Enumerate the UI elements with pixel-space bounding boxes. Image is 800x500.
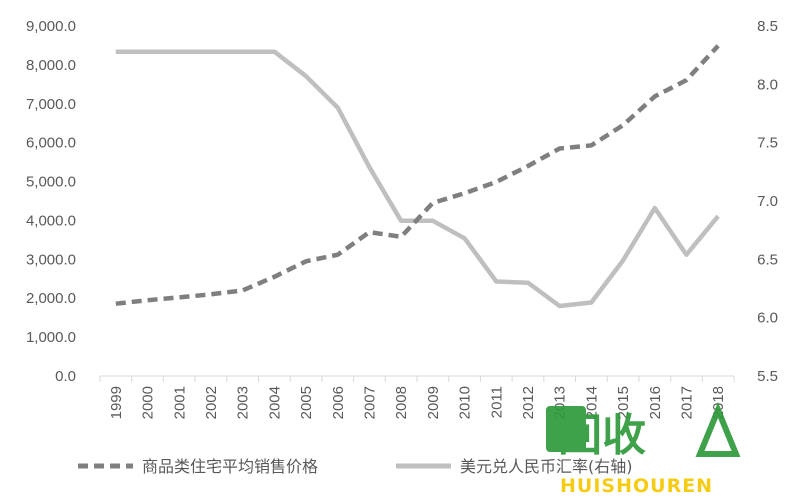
left-tick-label: 4,000.0: [26, 212, 76, 229]
x-tick-label: 2003: [235, 386, 252, 419]
x-tick-label: 2004: [266, 386, 283, 419]
watermark: 回收 HUISHOUREN: [546, 402, 741, 497]
left-axis-ticks: 0.0 1,000.0 2,000.0 3,000.0 4,000.0 5,000.0 6,…: [26, 18, 76, 385]
right-tick-label: 7.5: [757, 135, 778, 152]
series-layer: [115, 44, 720, 309]
x-tick-label: 2001: [171, 386, 188, 419]
legend-label-price: 商品类住宅平均销售价格: [142, 457, 318, 476]
x-tick-label: 2012: [520, 386, 537, 419]
x-tick-label: 2007: [361, 386, 378, 419]
left-tick-label: 8,000.0: [26, 57, 76, 74]
x-tick-label: 2010: [457, 386, 474, 419]
legend: 商品类住宅平均销售价格 美元兑人民币汇率(右轴): [78, 457, 633, 476]
right-tick-label: 8.0: [757, 76, 778, 93]
left-tick-label: 5,000.0: [26, 174, 76, 191]
left-tick-label: 7,000.0: [26, 96, 76, 113]
legend-label-fx: 美元兑人民币汇率(右轴): [460, 457, 633, 476]
series-line-fx: [115, 49, 720, 309]
x-tick-label: 1999: [108, 386, 125, 419]
left-tick-label: 6,000.0: [26, 135, 76, 152]
left-tick-label: 3,000.0: [26, 251, 76, 268]
right-tick-label: 7.0: [757, 193, 778, 210]
x-tick-label: 2005: [298, 386, 315, 419]
x-tick-label: 2002: [203, 386, 220, 419]
left-tick-label: 9,000.0: [26, 18, 76, 35]
x-tick-label: 2016: [647, 386, 664, 419]
left-tick-label: 2,000.0: [26, 290, 76, 307]
right-tick-label: 5.5: [757, 368, 778, 385]
right-tick-label: 6.0: [757, 310, 778, 327]
series-line-price: [115, 44, 720, 306]
right-tick-label: 8.5: [757, 18, 778, 35]
x-tick-label: 2009: [425, 386, 442, 419]
watermark-mark-icon: [695, 402, 741, 457]
axes: [99, 375, 735, 382]
x-tick-label: 2011: [488, 386, 505, 418]
left-tick-label: 0.0: [55, 368, 76, 385]
x-tick-label: 2014: [583, 386, 600, 419]
left-tick-label: 1,000.0: [26, 329, 76, 346]
right-axis-ticks: 5.5 6.0 6.5 7.0 7.5 8.0 8.5: [757, 18, 778, 385]
watermark-logo-text: 回收: [558, 410, 646, 461]
watermark-badge: [546, 406, 586, 452]
right-tick-label: 6.5: [757, 251, 778, 268]
x-tick-label: 2006: [330, 386, 347, 419]
x-tick-label: 2017: [678, 386, 695, 419]
x-tick-label: 2008: [393, 386, 410, 419]
x-tick-label: 2015: [615, 386, 632, 419]
x-tick-label: 2000: [140, 386, 157, 419]
watermark-sub-text: HUISHOUREN: [560, 475, 713, 497]
